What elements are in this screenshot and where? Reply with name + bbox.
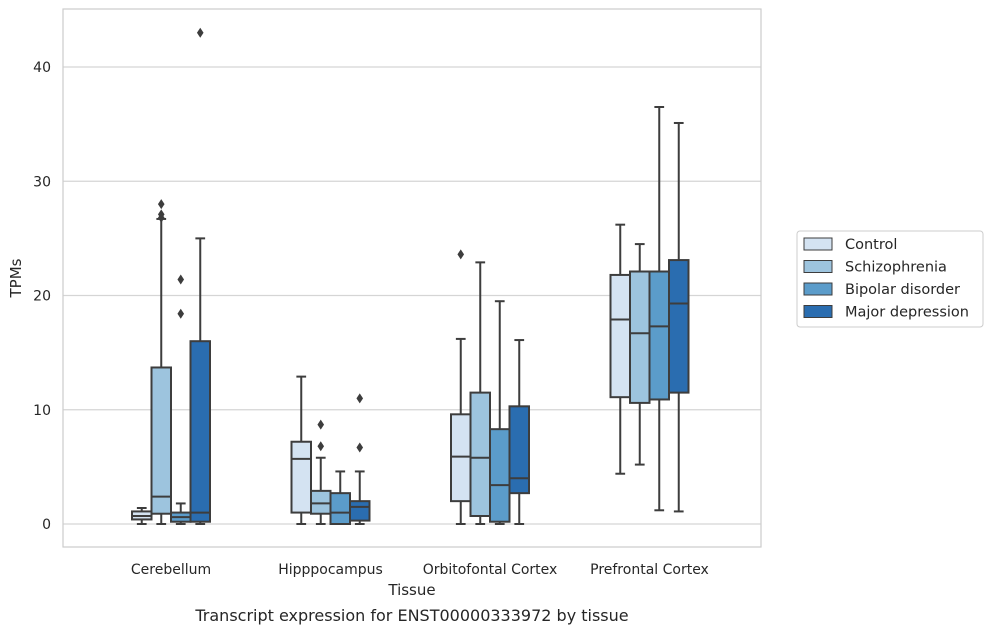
box-body — [310, 489, 332, 515]
box-body — [329, 492, 351, 525]
legend-label-3: Major depression — [845, 305, 969, 321]
legend-swatch-2 — [803, 282, 833, 296]
x-tick-label-2: Orbitofontal Cortex — [423, 562, 558, 578]
y-tick-label-0: 0 — [42, 517, 51, 533]
box-0-1 — [150, 199, 172, 525]
box-body — [290, 440, 312, 514]
outlier-point-1 — [356, 393, 364, 404]
box-3-1 — [629, 243, 651, 466]
box-body — [189, 340, 211, 523]
gridlines — [63, 66, 761, 525]
legend-swatch-0 — [803, 237, 833, 251]
box-1-3 — [349, 393, 371, 525]
box-body — [450, 413, 472, 503]
x-tick-label-3: Prefrontal Cortex — [590, 562, 709, 578]
legend: Control Schizophrenia Bipolar disorder Majo… — [796, 230, 984, 328]
outlier-point-2 — [157, 199, 165, 210]
box-3-2 — [648, 105, 670, 512]
box-2-2 — [489, 300, 511, 525]
box-1-0 — [290, 375, 312, 525]
box-body — [349, 500, 371, 522]
box-3-0 — [609, 223, 631, 475]
outlier-point-0 — [356, 442, 364, 453]
y-tick-label-40: 40 — [33, 60, 51, 76]
box-0-3 — [189, 27, 211, 525]
box-plot-area — [131, 27, 690, 525]
box-body — [609, 273, 631, 399]
box-2-3 — [508, 339, 530, 525]
x-tick-label-0: Cerebellum — [131, 562, 211, 578]
outlier-point-0 — [177, 308, 185, 319]
box-body — [489, 428, 511, 523]
legend-swatch-3 — [803, 305, 833, 318]
outlier-point-0 — [196, 27, 204, 38]
outlier-point-1 — [177, 274, 185, 285]
outlier-point-0 — [457, 249, 465, 260]
legend-swatch-1 — [803, 260, 833, 273]
box-0-2 — [170, 274, 192, 525]
legend-frame — [796, 230, 984, 328]
y-tick-label-20: 20 — [33, 289, 51, 305]
plot-frame — [62, 8, 762, 548]
chart-caption: Transcript expression for ENST0000033397… — [194, 606, 628, 625]
y-axis-ticks: 0 10 20 30 40 — [33, 60, 51, 533]
outlier-point-1 — [317, 419, 325, 430]
box-3-3 — [668, 121, 690, 513]
legend-label-0: Control — [845, 237, 897, 253]
box-body — [668, 259, 690, 394]
box-body — [508, 405, 530, 495]
y-tick-label-30: 30 — [33, 174, 51, 190]
box-0-0 — [131, 507, 153, 525]
legend-label-2: Bipolar disorder — [845, 282, 960, 298]
box-1-2 — [329, 470, 351, 525]
box-body — [150, 366, 172, 515]
x-axis-ticks: Cerebellum Hipppocampus Orbitofontal Corte… — [131, 562, 709, 578]
x-axis-label: Tissue — [387, 581, 435, 599]
box-2-1 — [469, 261, 491, 525]
outlier-point-1 — [157, 209, 165, 220]
legend-label-1: Schizophrenia — [845, 260, 947, 276]
outlier-point-0 — [317, 441, 325, 452]
box-2-0 — [450, 249, 472, 525]
box-1-1 — [310, 419, 332, 525]
box-body — [629, 270, 651, 404]
box-body — [648, 270, 670, 401]
y-axis-label: TPMs — [7, 258, 25, 298]
y-tick-label-10: 10 — [33, 403, 51, 419]
box-body — [469, 391, 491, 518]
x-tick-label-1: Hipppocampus — [278, 562, 383, 578]
